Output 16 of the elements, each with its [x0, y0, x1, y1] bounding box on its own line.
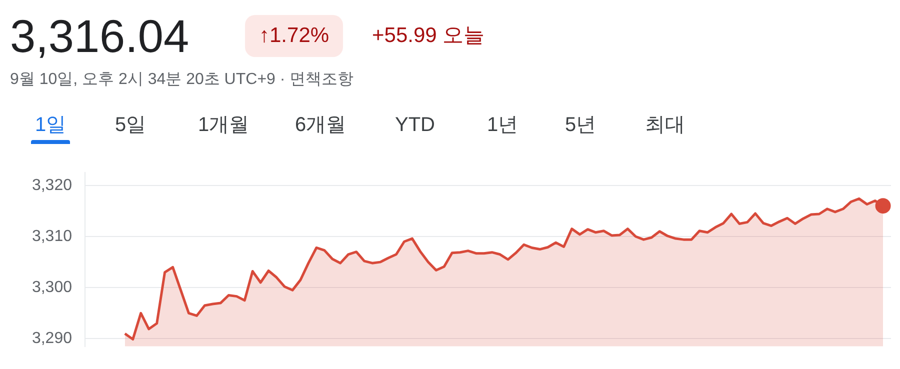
text: 1개월: [198, 113, 250, 138]
text: 1일: [35, 113, 66, 138]
chart-title: 3,316.04: [10, 9, 190, 64]
text: 6개월: [295, 113, 346, 138]
chart-subtitle: 9월 10일, 오후 2시 34분 20초 UTC+9 · 면책조항: [10, 70, 354, 90]
text: 5일: [115, 113, 146, 138]
text: ↑1.72%: [245, 15, 344, 57]
y-tick-label: 3,320: [32, 176, 72, 194]
text: 1년: [487, 113, 518, 138]
text: +55.99 오늘: [372, 23, 485, 49]
y-tick-label: 3,300: [32, 279, 72, 296]
y-tick-label: 3,310: [32, 228, 72, 245]
text: YTD: [395, 113, 435, 138]
text: 최대: [645, 113, 685, 138]
text: 5년: [565, 113, 596, 138]
y-tick-label: 3,290: [32, 330, 72, 348]
